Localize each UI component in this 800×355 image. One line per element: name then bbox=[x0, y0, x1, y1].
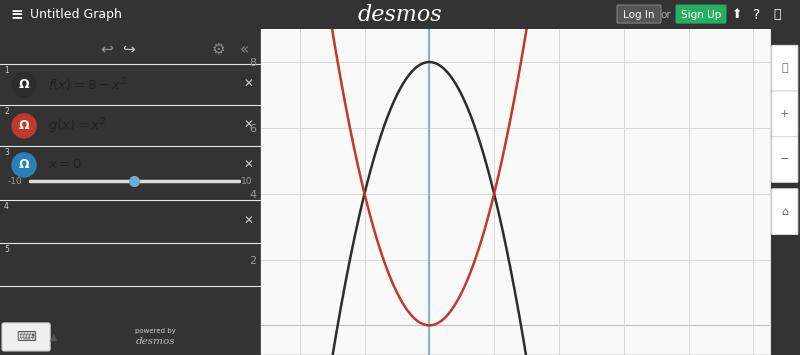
Text: 5: 5 bbox=[4, 245, 9, 254]
Text: Sign Up: Sign Up bbox=[681, 10, 721, 20]
FancyBboxPatch shape bbox=[772, 137, 798, 182]
FancyBboxPatch shape bbox=[617, 5, 661, 23]
Text: Ω: Ω bbox=[18, 158, 30, 171]
Text: ↪: ↪ bbox=[122, 42, 134, 57]
Text: Ω: Ω bbox=[18, 119, 30, 132]
Text: ✕: ✕ bbox=[244, 158, 254, 171]
FancyBboxPatch shape bbox=[772, 91, 798, 137]
Text: ✕: ✕ bbox=[244, 119, 254, 132]
FancyBboxPatch shape bbox=[772, 189, 798, 234]
Text: +: + bbox=[780, 109, 790, 119]
Text: ?: ? bbox=[754, 7, 761, 22]
Text: +: + bbox=[6, 40, 22, 59]
Text: ⌨: ⌨ bbox=[16, 330, 36, 344]
Text: $g(x) = x^2$: $g(x) = x^2$ bbox=[48, 116, 106, 136]
Text: ✕: ✕ bbox=[244, 78, 254, 91]
Text: $f(x) = 8 - x^2$: $f(x) = 8 - x^2$ bbox=[48, 76, 127, 94]
Text: desmos: desmos bbox=[136, 338, 175, 346]
Circle shape bbox=[12, 153, 36, 177]
FancyBboxPatch shape bbox=[2, 323, 50, 351]
Text: desmos: desmos bbox=[358, 4, 442, 26]
Text: ≡: ≡ bbox=[10, 7, 22, 22]
Text: powered by: powered by bbox=[135, 328, 176, 334]
Circle shape bbox=[12, 73, 36, 97]
Text: «: « bbox=[240, 42, 250, 57]
Text: 🔧: 🔧 bbox=[782, 63, 788, 73]
Text: −: − bbox=[780, 154, 790, 164]
Text: ✕: ✕ bbox=[244, 215, 254, 228]
Text: ⌂: ⌂ bbox=[782, 207, 788, 217]
Text: ↩: ↩ bbox=[100, 42, 113, 57]
Text: ⬆: ⬆ bbox=[732, 8, 742, 21]
Text: -10: -10 bbox=[8, 176, 22, 186]
Text: ▲: ▲ bbox=[50, 332, 58, 342]
Circle shape bbox=[12, 114, 36, 138]
Text: Untitled Graph: Untitled Graph bbox=[30, 8, 122, 21]
Text: 3: 3 bbox=[4, 148, 9, 157]
Text: $x = 0$: $x = 0$ bbox=[48, 158, 82, 171]
Text: 4: 4 bbox=[4, 202, 9, 211]
Text: 2: 2 bbox=[4, 107, 9, 116]
FancyBboxPatch shape bbox=[772, 45, 798, 91]
Text: 🌐: 🌐 bbox=[774, 8, 781, 21]
FancyBboxPatch shape bbox=[676, 5, 726, 23]
Text: 1: 1 bbox=[4, 66, 9, 75]
Text: or: or bbox=[661, 10, 671, 20]
Text: 10: 10 bbox=[242, 176, 253, 186]
Text: ⚙: ⚙ bbox=[212, 42, 226, 57]
Text: Log In: Log In bbox=[623, 10, 654, 20]
Text: Ω: Ω bbox=[18, 78, 30, 91]
